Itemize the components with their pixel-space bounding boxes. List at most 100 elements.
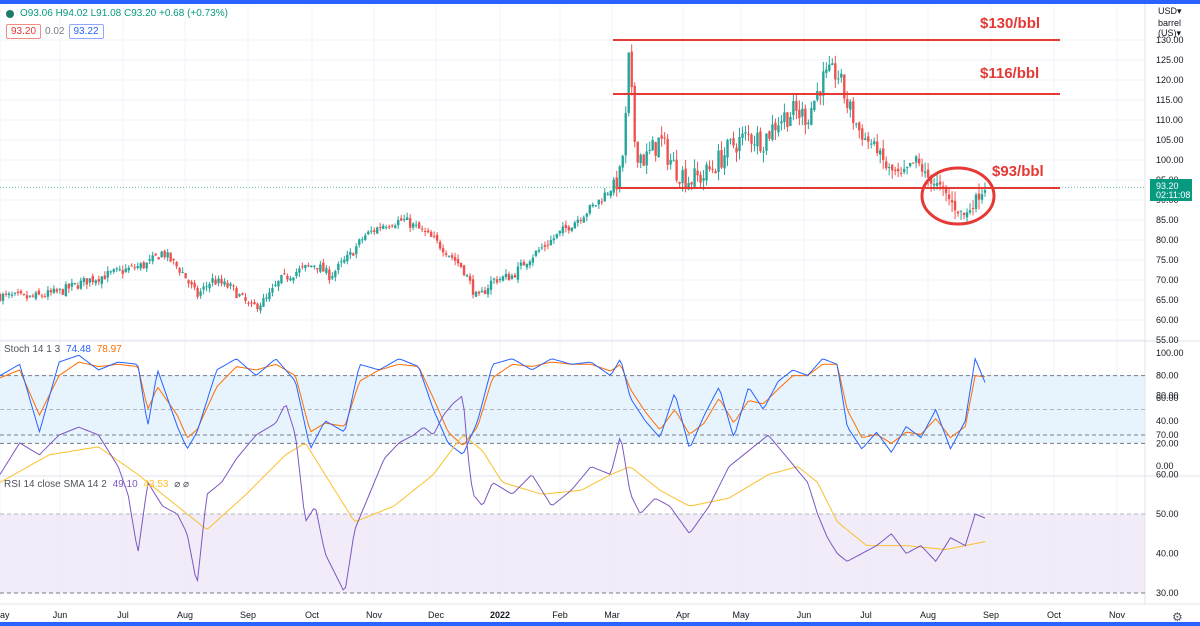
candle-body <box>352 253 355 256</box>
label-130: $130/bbl <box>980 15 1040 32</box>
candle-body <box>232 285 235 287</box>
candle-body <box>684 168 687 188</box>
candle-body <box>34 292 38 299</box>
candle-body <box>870 143 873 145</box>
gear-icon[interactable]: ⚙ <box>1172 610 1183 624</box>
time-tick-label: Jun <box>53 610 68 620</box>
candle-body <box>516 266 520 280</box>
time-tick-label: Sep <box>983 610 999 620</box>
candle-body <box>917 158 921 164</box>
time-tick-label: May <box>732 610 750 620</box>
candle-body <box>462 265 466 276</box>
candle-body <box>420 228 424 230</box>
candle-body <box>525 263 529 268</box>
candle-body <box>495 279 499 283</box>
candle-body <box>792 101 795 115</box>
candle-body <box>340 261 343 263</box>
candle-body <box>822 71 825 96</box>
candle-body <box>780 121 783 124</box>
candle-body <box>840 73 843 78</box>
candle-body <box>55 289 59 292</box>
candle-body <box>573 222 577 229</box>
rsi-legend[interactable]: RSI 14 close SMA 14 2 49.10 43.53 ⌀ ⌀ <box>4 479 192 490</box>
sell-price-button[interactable]: 93.20 <box>6 24 42 39</box>
buy-price-button[interactable]: 93.22 <box>68 24 104 39</box>
candle-body <box>349 252 352 255</box>
candle-body <box>465 275 469 277</box>
candle-body <box>46 290 50 297</box>
stoch-k-line <box>0 354 986 455</box>
candle-body <box>73 282 77 285</box>
candle-body <box>971 208 975 210</box>
candle-body <box>974 194 978 209</box>
candle-body <box>642 154 645 166</box>
price-tick-label: 70.00 <box>1156 275 1179 285</box>
unit-selector[interactable]: barrel (US)▾ <box>1158 18 1182 38</box>
candle-body <box>902 168 906 173</box>
candle-body <box>726 139 729 158</box>
candle-body <box>91 276 95 282</box>
candle-body <box>926 169 930 178</box>
candle-body <box>711 168 714 170</box>
candle-body <box>771 124 774 140</box>
candle-body <box>166 252 169 258</box>
spread-value: 0.02 <box>45 26 65 37</box>
rsi-axis[interactable]: 80.00 70.00 60.00 50.00 40.00 30.00 <box>1156 391 1179 599</box>
candle-body <box>402 218 406 220</box>
candle-body <box>567 226 571 231</box>
candle-body <box>528 261 532 266</box>
candle-body <box>929 175 933 184</box>
candle-body <box>447 255 451 257</box>
candle-body <box>301 266 304 268</box>
time-tick-label: Jul <box>860 610 872 620</box>
candle-body <box>714 171 717 174</box>
stoch-d-line <box>0 361 986 446</box>
stoch-legend[interactable]: Stoch 14 1 3 74.48 78.97 <box>4 344 125 355</box>
candle-body <box>22 294 26 296</box>
rsi-tick-label: 40.00 <box>1156 549 1179 559</box>
candle-body <box>226 282 229 288</box>
rsi-tick-label: 70.00 <box>1156 430 1179 440</box>
time-tick-label: Apr <box>676 610 690 620</box>
time-tick-label: Dec <box>428 610 445 620</box>
candle-body <box>367 231 370 235</box>
price-tick-label: 100.00 <box>1156 155 1184 165</box>
candle-body <box>708 166 711 170</box>
candle-body <box>334 270 337 278</box>
candle-body <box>932 183 936 186</box>
candle-body <box>879 150 882 155</box>
candle-body <box>798 109 801 119</box>
candle-body <box>76 285 80 289</box>
candle-body <box>789 116 792 126</box>
candle-body <box>588 205 592 214</box>
candle-body <box>579 220 583 222</box>
candle-body <box>807 122 810 124</box>
candle-body <box>962 212 966 216</box>
candle-body <box>864 138 867 141</box>
time-axis[interactable]: ay Jun Jul Aug Sep Oct Nov Dec 2022 Feb Mar Apr May J… <box>0 610 1125 620</box>
candle-body <box>816 90 819 100</box>
label-93: $93/bbl <box>992 163 1044 180</box>
candle-body <box>175 262 178 267</box>
candle-body <box>388 226 391 228</box>
candle-body <box>944 188 948 194</box>
candle-body <box>274 284 277 287</box>
candle-body <box>67 283 71 289</box>
candle-body <box>552 238 556 241</box>
time-tick-label: Nov <box>1109 610 1126 620</box>
currency-selector[interactable]: USD▾ <box>1158 6 1182 16</box>
candle-body <box>382 225 385 229</box>
candle-body <box>633 85 636 142</box>
candle-body <box>657 137 660 158</box>
candle-body <box>558 230 562 234</box>
candle-body <box>379 226 382 229</box>
horizontal-levels[interactable] <box>613 39 1060 189</box>
candle-body <box>49 290 53 293</box>
candle-body <box>423 230 427 232</box>
candle-body <box>920 164 924 172</box>
candle-body <box>648 149 651 151</box>
time-tick-label: Jun <box>797 610 812 620</box>
candle-body <box>837 78 840 80</box>
